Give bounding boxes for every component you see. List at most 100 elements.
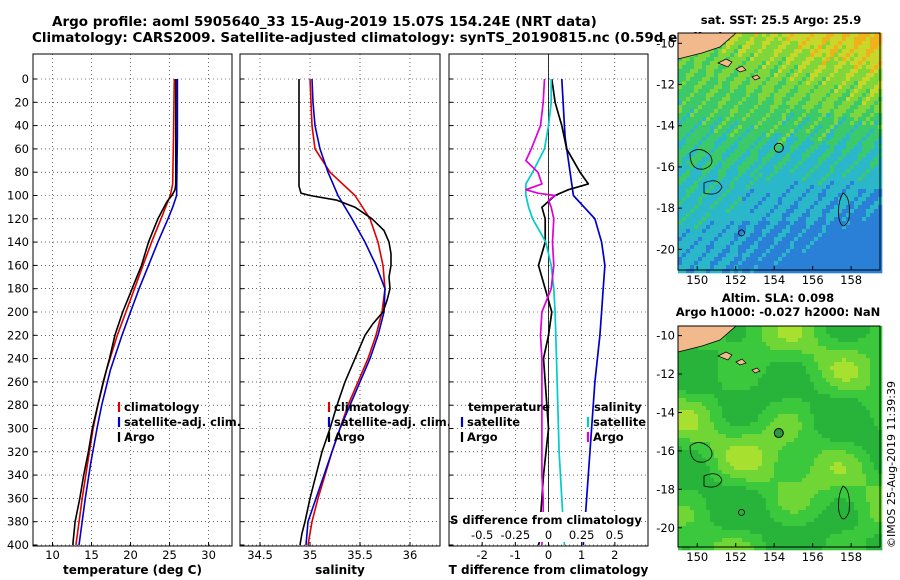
sst-map-cell [710,141,715,146]
sst-map-cell [870,53,875,58]
sst-map-cell [874,117,879,122]
sla-map-cell [818,374,823,379]
sla-map-cell [794,346,799,351]
sst-map-cell [790,101,795,106]
sst-map-cell [870,165,875,170]
sst-map-cell [830,73,835,78]
sst-map-cell [870,73,875,78]
sst-map-cell [854,77,859,82]
sla-map-cell [858,442,863,447]
sla-map-cell [858,390,863,395]
sla-map-cell [774,442,779,447]
sst-map-cell [718,217,723,222]
sla-map-cell [846,362,851,367]
sst-map-cell [846,65,851,70]
sst-map-cell [862,181,867,186]
sst-map-cell [806,177,811,182]
sst-map-cell [782,133,787,138]
sla-map-cell [850,422,855,427]
sst-map-cell [838,61,843,66]
sal-legend-sat-label: satellite-adj. clim. [334,415,451,429]
sst-map-cell [690,117,695,122]
sst-map-cell [682,85,687,90]
sla-map-cell [714,350,719,355]
sst-map-cell [806,105,811,110]
sst-map-cell [730,153,735,158]
sst-map-cell [742,237,747,242]
sla-map-cell [766,342,771,347]
sla-map-cell [706,382,711,387]
sst-map-cell [846,93,851,98]
sst-map-cell [842,245,847,250]
sla-map-cell [742,422,747,427]
sla-map-cell [818,426,823,431]
sst-map-cell [814,241,819,246]
sst-map-cell [742,181,747,186]
sst-map-cell [702,101,707,106]
sst-map-cell [862,217,867,222]
sst-map-cell [782,49,787,54]
sst-map-cell [702,197,707,202]
sla-map-cell [830,358,835,363]
sla-map-cell [786,438,791,443]
sst-map-cell [842,53,847,58]
sst-map-cell [802,57,807,62]
sst-map-cell [790,209,795,214]
sst-map-cell [774,121,779,126]
sst-map-cell [710,77,715,82]
sla-map-cell [862,330,867,335]
sla-map-cell [770,402,775,407]
sla-map-cell [694,390,699,395]
sst-map-cell [690,229,695,234]
sst-map-cell [874,81,879,86]
sst-map-cell [706,73,711,78]
sla-map-cell [678,402,683,407]
sst-map-cell [786,197,791,202]
sla-map-cell [774,342,779,347]
sla-map-cell [714,410,719,415]
sla-map-cell [710,454,715,459]
sst-map-cell [830,37,835,42]
sst-map-cell [746,89,751,94]
sla-map-cell [710,434,715,439]
sst-map-cell [822,53,827,58]
sst-map-cell [726,241,731,246]
sst-map-cell [678,253,683,258]
sst-map-cell [726,77,731,82]
sst-map-cell [754,209,759,214]
sla-map-cell [766,350,771,355]
sla-map-cell [786,394,791,399]
sst-map-cell [810,41,815,46]
sst-map-cell [706,121,711,126]
sla-map-cell [762,426,767,431]
sst-map-cell [814,201,819,206]
sst-map-cell [798,213,803,218]
sla-map-cell [770,386,775,391]
sst-map-cell [758,189,763,194]
sst-map-cell [758,265,763,270]
sst-map-cell [722,269,727,274]
sla-map-cell [730,398,735,403]
sla-map-cell [706,358,711,363]
sst-map-cell [682,205,687,210]
sst-map-cell [822,45,827,50]
sst-map-cell [854,173,859,178]
sst-map-cell [862,85,867,90]
sst-map-cell [742,129,747,134]
sla-map-cell [866,418,871,423]
sla-map-cell [714,386,719,391]
sst-map-cell [746,129,751,134]
sla-map-cell [750,350,755,355]
sst-map-cell [718,81,723,86]
sst-map-cell [726,197,731,202]
sst-map-cell [726,153,731,158]
sst-map-cell [838,157,843,162]
sst-map-cell [742,245,747,250]
sst-map-cell [814,57,819,62]
sst-map-cell [758,201,763,206]
sst-map-cell [766,201,771,206]
sla-map-cell [778,338,783,343]
sst-map-cell [774,53,779,58]
sla-map-cell [750,354,755,359]
sla-map-cell [814,394,819,399]
